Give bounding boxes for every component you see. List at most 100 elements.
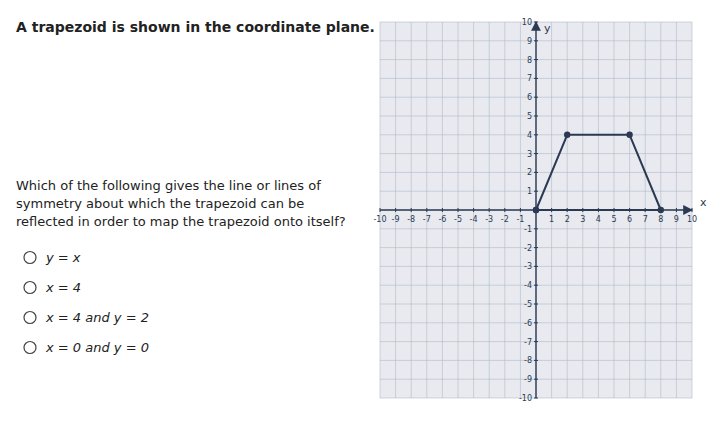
tick — [395, 208, 396, 212]
tick-label: -4 — [524, 281, 532, 290]
tick-label: -1 — [524, 225, 532, 234]
vertex-dot — [533, 207, 539, 213]
tick-label: 10 — [687, 215, 697, 224]
tick-label: -9 — [392, 215, 400, 224]
tick — [692, 208, 693, 212]
tick-label: -9 — [524, 375, 532, 384]
radio-button — [24, 252, 36, 264]
tick — [458, 208, 459, 212]
tick — [534, 360, 538, 361]
tick — [534, 266, 538, 267]
y-axis-label: y — [544, 22, 551, 35]
tick — [534, 78, 538, 79]
radio-button — [24, 312, 36, 324]
grid-line — [380, 116, 692, 117]
tick-label: 4 — [596, 215, 601, 224]
tick-label: 5 — [527, 112, 532, 121]
tick — [380, 208, 381, 212]
tick-label: -3 — [485, 215, 493, 224]
vertex-dot — [658, 207, 664, 213]
vertex-dot — [533, 207, 539, 213]
tick — [473, 208, 474, 212]
tick-label: -10 — [373, 215, 386, 224]
tick-label: -5 — [524, 300, 532, 309]
ticks: -10-9-8-7-6-5-4-3-2-112345678910-10-9-8-… — [373, 18, 697, 403]
tick-label: 4 — [527, 131, 532, 140]
question: Which of the following gives the line or… — [16, 178, 346, 229]
tick-label: 9 — [527, 37, 532, 46]
tick — [534, 116, 538, 117]
x-axis-label: x — [700, 196, 707, 209]
tick-label: -1 — [516, 215, 524, 224]
grid-line — [380, 398, 692, 399]
tick-label: 3 — [580, 215, 585, 224]
tick-label: -2 — [501, 215, 509, 224]
tick — [442, 208, 443, 212]
tick — [520, 208, 521, 212]
grid-line — [380, 379, 692, 380]
grid-line — [380, 247, 692, 248]
grid-line — [380, 304, 692, 305]
tick-label: -7 — [423, 215, 431, 224]
tick — [426, 208, 427, 212]
tick-label: 6 — [627, 215, 632, 224]
tick-label: 6 — [527, 93, 532, 102]
tick — [534, 22, 538, 23]
grid-line — [380, 191, 692, 192]
grid-line — [380, 341, 692, 342]
grid-line — [380, 97, 692, 98]
tick-label: 8 — [658, 215, 663, 224]
tick — [534, 398, 538, 399]
tick — [534, 134, 538, 135]
tick — [534, 153, 538, 154]
tick-label: -6 — [438, 215, 446, 224]
tick-label: 5 — [611, 215, 616, 224]
tick-label: 7 — [643, 215, 648, 224]
tick-label: 10 — [522, 18, 532, 27]
choice: x = 0 and y = 0 — [45, 340, 149, 355]
tick — [534, 59, 538, 60]
tick-label: -7 — [524, 338, 532, 347]
vertex-dot — [626, 132, 632, 138]
tick-label: 3 — [527, 150, 532, 159]
vertex-dot — [564, 132, 570, 138]
tick-label: 1 — [527, 187, 532, 196]
choice: x = 4 and y = 2 — [45, 310, 149, 325]
tick-label: -10 — [519, 394, 532, 403]
tick — [489, 208, 490, 212]
grid-line — [380, 285, 692, 286]
tick — [534, 379, 538, 380]
grid-line — [380, 134, 692, 135]
tick-label: -3 — [524, 262, 532, 271]
grid-line — [380, 360, 692, 361]
tick — [534, 172, 538, 173]
radio-button — [24, 342, 36, 354]
tick — [534, 97, 538, 98]
tick-label: -8 — [407, 215, 415, 224]
tick-label: 8 — [527, 56, 532, 65]
tick — [534, 322, 538, 323]
tick — [534, 228, 538, 229]
tick-label: -2 — [524, 244, 532, 253]
tick — [534, 247, 538, 248]
tick — [504, 208, 505, 212]
tick — [534, 341, 538, 342]
tick — [534, 40, 538, 41]
chart: A trapezoid is shown in the coordinate p… — [0, 0, 724, 422]
tick-label: 9 — [674, 215, 679, 224]
grid-line — [380, 78, 692, 79]
choice: x = 4 — [45, 280, 81, 295]
tick — [676, 208, 677, 212]
radio-button — [24, 282, 36, 294]
grid-line — [380, 22, 692, 23]
grid-line — [380, 40, 692, 41]
tick-label: -5 — [454, 215, 462, 224]
tick-label: -4 — [470, 215, 478, 224]
grid-line — [380, 228, 692, 229]
tick-label: 2 — [565, 215, 570, 224]
tick-label: -6 — [524, 319, 532, 328]
tick-label: 7 — [527, 74, 532, 83]
title: A trapezoid is shown in the coordinate p… — [16, 19, 375, 35]
data — [533, 132, 664, 214]
tick-label: 2 — [527, 168, 532, 177]
